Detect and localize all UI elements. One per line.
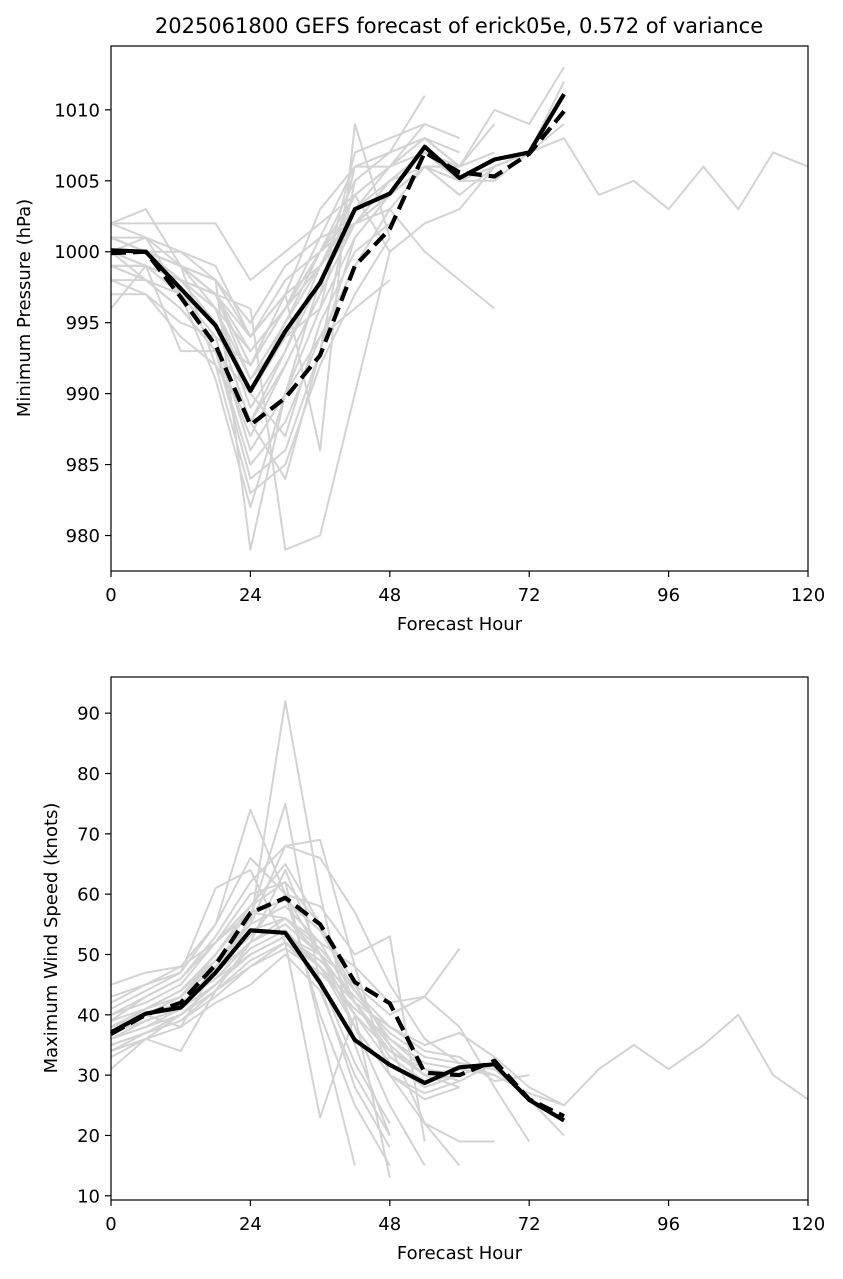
wind-y-tick-label: 80	[77, 764, 100, 785]
wind-solid-mean-line	[110, 928, 566, 1123]
wind-y-tick-label: 10	[77, 1186, 100, 1207]
pressure-y-tick-label: 985	[66, 455, 100, 476]
wind-x-axis-label: Forecast Hour	[397, 1243, 523, 1264]
pressure-y-tick-label: 980	[66, 526, 100, 547]
pressure-y-axis-label: Minimum Pressure (hPa)	[14, 199, 35, 417]
wind-y-tick-label: 90	[77, 704, 100, 725]
pressure-x-tick-label: 120	[791, 585, 825, 606]
wind-x-tick-label: 48	[378, 1214, 401, 1235]
wind-mean-lines	[109, 895, 566, 1123]
wind-x-tick-label: 24	[239, 1214, 262, 1235]
pressure-y-tick-label: 1005	[54, 171, 100, 192]
wind-y-axis-label: Maximum Wind Speed (knots)	[41, 803, 62, 1074]
pressure-x-tick-label: 96	[657, 585, 680, 606]
pressure-y-tick-label: 995	[66, 313, 100, 334]
wind-y-tick-label: 50	[77, 945, 100, 966]
wind-y-tick-label: 60	[77, 885, 100, 906]
wind-chart: 0 24 48 72 96 120 10 20 30 40 50 60 70 80 90 Forecast…	[41, 676, 825, 1264]
pressure-member-line-28	[111, 151, 530, 338]
pressure-x-tick-label: 72	[518, 585, 541, 606]
pressure-dashed-mean-line	[110, 109, 566, 427]
pressure-y-tick-label: 990	[66, 384, 100, 405]
pressure-solid-mean-line	[110, 93, 566, 393]
wind-member-line-25	[110, 869, 391, 1178]
wind-member-lines	[110, 700, 809, 1178]
wind-member-line-12	[110, 808, 391, 1167]
wind-x-tick-label: 120	[791, 1214, 825, 1235]
wind-x-ticks: 0 24 48 72 96 120	[105, 1200, 825, 1235]
figure-title: 2025061800 GEFS forecast of erick05e, 0.…	[155, 14, 763, 38]
pressure-y-tick-label: 1010	[54, 100, 100, 121]
wind-y-ticks: 10 20 30 40 50 60 70 80 90	[77, 704, 111, 1207]
pressure-chart: 0 24 48 72 96 120 980 985 990 995 1000 1005 1010 Fo…	[14, 45, 825, 635]
pressure-y-tick-label: 1000	[54, 242, 100, 263]
wind-member-line-20	[110, 893, 426, 1142]
pressure-x-tick-label: 0	[105, 585, 116, 606]
pressure-mean-lines	[110, 93, 566, 427]
pressure-x-ticks: 0 24 48 72 96 120	[105, 571, 825, 606]
pressure-member-line-20	[110, 123, 426, 438]
wind-y-tick-label: 70	[77, 824, 100, 845]
wind-x-tick-label: 96	[657, 1214, 680, 1235]
pressure-member-line-17	[111, 66, 565, 282]
wind-y-tick-label: 40	[77, 1005, 100, 1026]
wind-member-line-22	[110, 838, 495, 1143]
wind-member-line-26	[110, 917, 530, 1083]
wind-y-tick-label: 30	[77, 1066, 100, 1087]
wind-y-tick-label: 20	[77, 1126, 100, 1147]
pressure-x-axis-label: Forecast Hour	[397, 614, 523, 635]
wind-x-tick-label: 0	[105, 1214, 116, 1235]
pressure-x-tick-label: 48	[378, 585, 401, 606]
pressure-x-tick-label: 24	[239, 585, 262, 606]
pressure-y-ticks: 980 985 990 995 1000 1005 1010	[54, 100, 111, 547]
wind-member-line-14	[110, 881, 356, 1166]
wind-plot-frame	[110, 676, 809, 1201]
pressure-plot-frame	[110, 45, 809, 572]
pressure-member-line-22	[111, 137, 809, 353]
wind-x-tick-label: 72	[518, 1214, 541, 1235]
